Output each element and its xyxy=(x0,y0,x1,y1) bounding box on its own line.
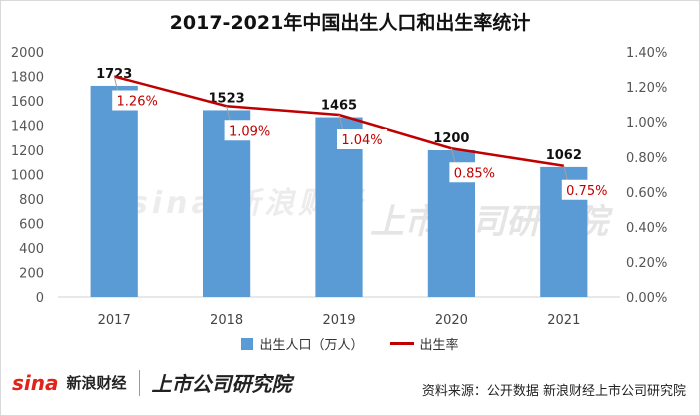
y-left-tick-label: 800 xyxy=(19,193,44,208)
y-right-tick-label: 0.40% xyxy=(626,221,667,236)
y-left-tick-label: 600 xyxy=(19,218,44,233)
sina-finance-logo-text: 新浪财经 xyxy=(66,374,127,392)
bar xyxy=(202,110,251,298)
rate-label-box xyxy=(112,90,163,111)
x-tick-label: 2021 xyxy=(547,313,580,328)
rate-value-label: 0.85% xyxy=(454,166,495,181)
bar-value-label: 1062 xyxy=(546,148,582,163)
rate-label-leader xyxy=(338,114,344,132)
source-note: 资料来源：公开数据 新浪财经上市公司研究院 xyxy=(421,384,686,399)
y-right-tick-label: 0.00% xyxy=(626,291,667,306)
rate-label-leader xyxy=(450,148,456,165)
logo-divider xyxy=(138,369,140,396)
y-right-tick-label: 1.00% xyxy=(626,116,667,131)
chart-legend: 出生人口（万人） 出生率 xyxy=(0,334,700,353)
x-tick-label: 2019 xyxy=(322,313,355,328)
y-left-tick-label: 0 xyxy=(36,291,44,306)
legend-label-bar: 出生人口（万人） xyxy=(259,338,364,353)
research-institute-logo: 上市公司研究院 xyxy=(151,372,292,396)
y-right-tick-label: 0.60% xyxy=(626,186,667,201)
legend-label-line: 出生率 xyxy=(419,338,459,353)
bar-value-label: 1465 xyxy=(321,99,357,114)
y-left-tick-label: 1600 xyxy=(11,95,44,110)
rate-label-box xyxy=(449,162,500,183)
sina-logo: sina xyxy=(12,370,59,395)
y-left-tick-label: 1200 xyxy=(11,144,44,159)
bar xyxy=(90,85,138,298)
x-tick-label: 2018 xyxy=(210,313,243,328)
rate-label-box xyxy=(224,120,275,141)
y-left-tick-label: 400 xyxy=(19,242,44,257)
rate-label-box xyxy=(337,129,387,149)
y-left-tick-label: 1400 xyxy=(11,120,44,135)
rate-value-label: 1.26% xyxy=(117,95,158,110)
legend-item-bar: 出生人口（万人） xyxy=(241,334,364,353)
x-tick-label: 2017 xyxy=(98,313,131,328)
y-right-tick-label: 1.20% xyxy=(626,81,667,96)
y-left-tick-label: 1000 xyxy=(11,169,44,184)
rate-value-label: 1.09% xyxy=(229,124,270,139)
x-tick-label: 2020 xyxy=(435,313,468,328)
y-left-tick-label: 200 xyxy=(19,267,44,282)
footer-logo: sina 新浪财经 上市公司研究院 xyxy=(12,368,292,397)
rate-value-label: 0.75% xyxy=(566,184,607,199)
y-right-tick-label: 0.80% xyxy=(626,151,667,166)
legend-swatch-bar xyxy=(241,337,254,350)
rate-label-leader xyxy=(226,106,232,123)
rate-value-label: 1.04% xyxy=(341,133,382,148)
y-left-tick-label: 1800 xyxy=(11,71,44,86)
rate-label-leader xyxy=(563,165,569,182)
y-left-tick-label: 2000 xyxy=(11,46,44,61)
legend-swatch-line xyxy=(389,342,414,345)
y-right-tick-label: 1.40% xyxy=(626,46,667,61)
legend-item-line: 出生率 xyxy=(389,334,459,353)
bar-value-label: 1200 xyxy=(433,131,469,146)
y-right-tick-label: 0.20% xyxy=(626,256,667,271)
chart-title: 2017-2021年中国出生人口和出生率统计 xyxy=(169,12,531,34)
rate-label-box xyxy=(561,179,612,200)
rate-label-leader xyxy=(113,76,119,93)
